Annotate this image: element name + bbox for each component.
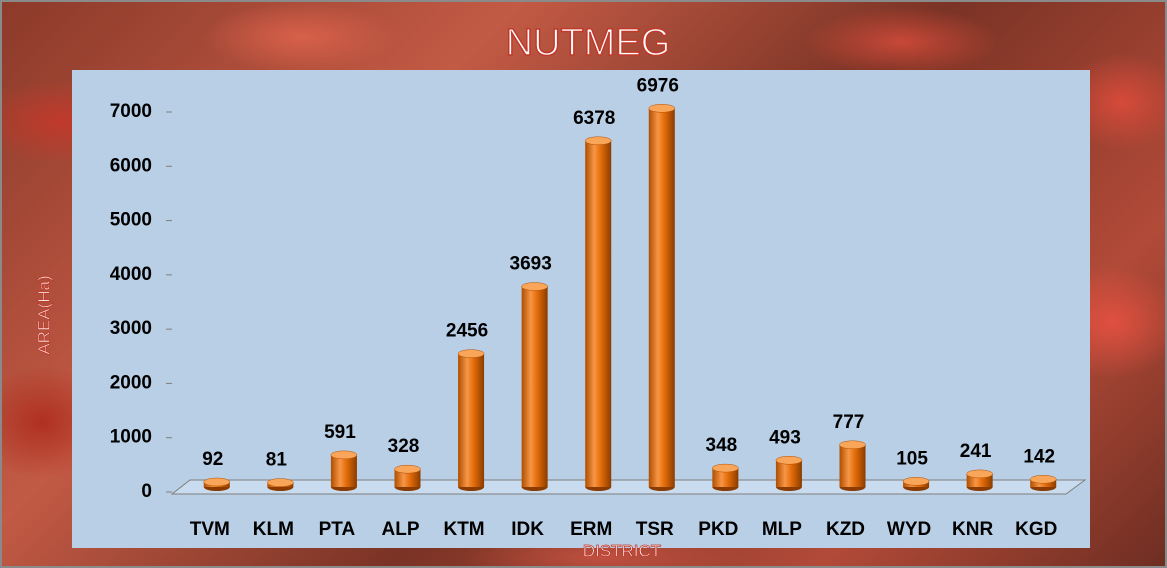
data-label: 105 [896,448,928,469]
bar-top [522,283,548,291]
data-label: 328 [388,436,420,457]
x-tick-label: MLP [762,519,802,540]
y-axis-title: AREA(Ha) [34,275,53,354]
data-label: 6976 [637,75,679,96]
chart-title: NUTMEG [506,22,671,64]
bar [840,445,866,487]
x-tick-label: PTA [319,519,356,540]
bar-top [649,104,675,112]
y-tick-label: 6000 [110,155,152,176]
y-tick-label: 2000 [110,372,152,393]
chart: NUTMEG AREA(Ha) DISTRICT 0 1000 2000 3000 40… [0,0,1167,568]
x-tick-label: IDK [511,519,544,540]
x-tick-label: KLM [253,519,294,540]
data-label: 81 [266,450,288,471]
x-tick-label: TVM [190,519,230,540]
x-tick-label: ALP [382,519,420,540]
x-tick-label: KNR [952,519,993,540]
data-label: 777 [833,412,865,433]
y-tick-label: 4000 [110,264,152,285]
bar [331,455,357,487]
bar-top [585,137,611,145]
bar-top [840,441,866,449]
y-tick-label: 1000 [110,427,152,448]
bar-top [395,465,421,473]
data-label: 6378 [573,108,615,129]
x-axis-title: DISTRICT [583,541,661,560]
bar [649,108,675,487]
bar-top [331,451,357,459]
bar-top [1030,475,1056,483]
x-tick-label: WYD [887,519,931,540]
x-tick-label: KGD [1015,519,1057,540]
data-label: 2456 [446,321,488,342]
floor [172,480,1085,494]
data-label: 92 [202,449,223,470]
bar-top [776,456,802,464]
plot-area [72,70,1090,548]
y-tick-label: 7000 [110,101,152,122]
data-label: 591 [324,422,356,443]
bar [585,141,611,487]
x-tick-label: KTM [443,519,484,540]
x-tick-label: ERM [570,519,612,540]
bar-top [458,350,484,358]
data-label: 3693 [510,254,552,275]
bar [458,354,484,487]
bar-top [204,478,230,486]
x-tick-label: TSR [636,519,674,540]
bar-top [712,464,738,472]
data-label: 493 [769,427,801,448]
bar [522,287,548,487]
data-label: 241 [960,441,992,462]
bar-top [267,479,293,487]
y-tick-label: 3000 [110,318,152,339]
y-tick-label: 5000 [110,210,152,231]
bar-top [967,470,993,478]
data-label: 142 [1023,446,1055,467]
bar-top [903,477,929,485]
data-label: 348 [706,435,738,456]
y-tick-label: 0 [141,481,152,502]
x-tick-label: PKD [698,519,738,540]
x-tick-label: KZD [826,519,865,540]
